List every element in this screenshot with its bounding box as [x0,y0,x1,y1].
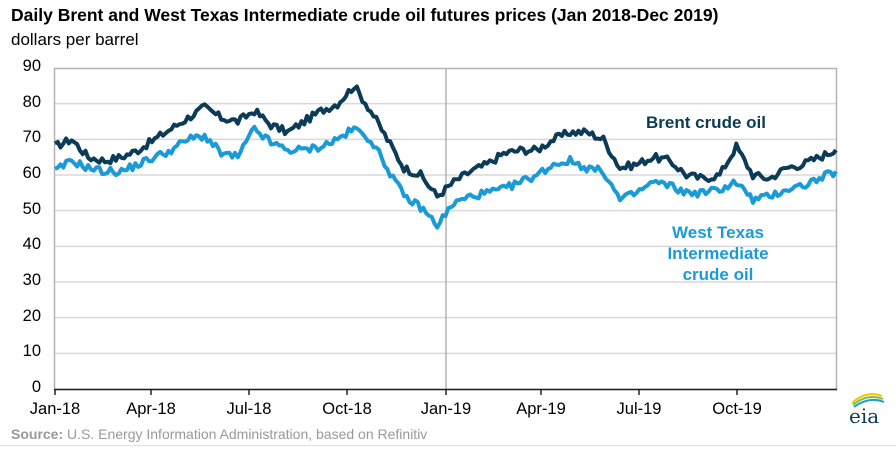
y-tick-label: 10 [22,342,41,361]
chart-subtitle: dollars per barrel [11,30,139,49]
y-tick-label: 0 [31,378,41,396]
wti-series-label: West Texas Intermediate crude oil [667,223,769,284]
y-tick-label: 80 [22,92,41,111]
x-tick-label: Jan-19 [420,400,472,418]
x-tick-label: Jul-18 [226,400,272,418]
y-tick-label: 70 [22,128,41,147]
x-axis-ticks [54,389,738,395]
footer-divider [0,445,896,446]
x-tick-label: Jul-19 [616,400,662,418]
y-tick-label: 20 [22,306,41,325]
y-tick-label: 30 [22,271,41,289]
source-note: Source: U.S. Energy Information Administ… [11,426,427,442]
eia-logo: eia [849,393,885,428]
y-tick-label: 90 [22,57,41,75]
brent-line [54,84,838,199]
x-tick-label: Apr-19 [516,400,566,418]
source-label: Source: [11,426,64,442]
y-tick-label: 40 [22,235,41,254]
brent-series-label: Brent crude oil [646,113,766,132]
x-tick-label: Apr-18 [126,400,176,418]
wti-line [54,124,838,230]
chart-title: Daily Brent and West Texas Intermediate … [11,5,719,25]
source-text: U.S. Energy Information Administration, … [63,426,428,442]
svg-text:eia: eia [849,404,879,428]
x-tick-label: Oct-19 [712,400,762,418]
y-tick-label: 60 [22,164,41,182]
y-tick-label: 50 [22,199,41,218]
x-tick-label: Oct-18 [322,400,372,418]
x-tick-label: Jan-18 [29,400,81,418]
